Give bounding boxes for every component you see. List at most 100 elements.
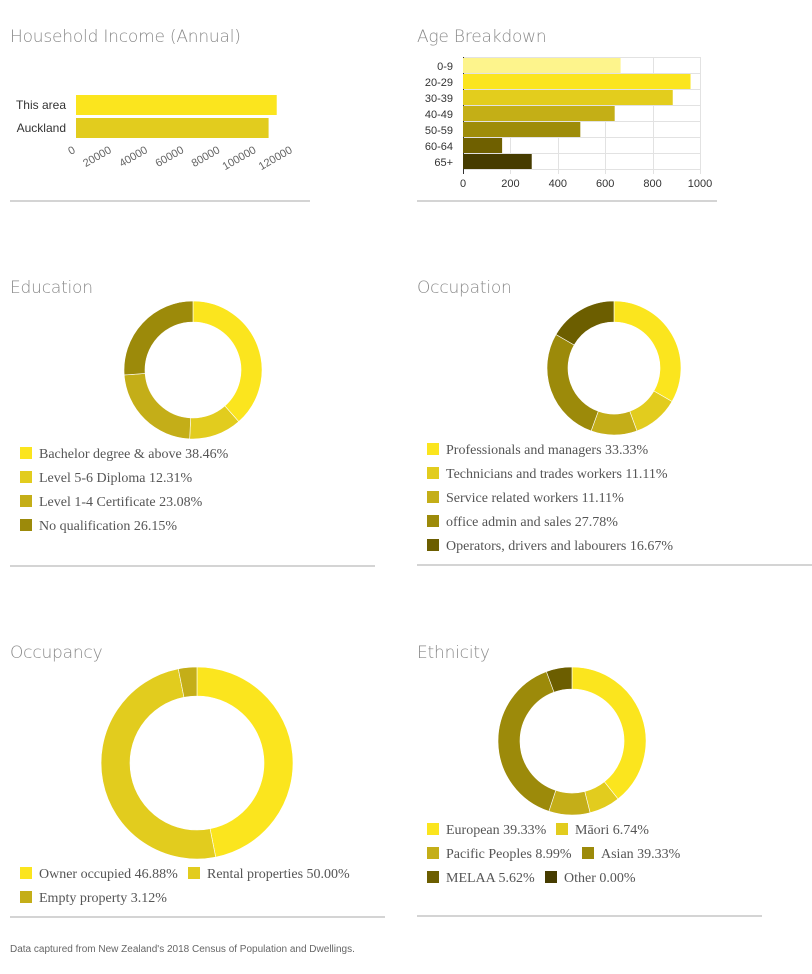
legend-swatch bbox=[20, 867, 32, 879]
ethnicity-donut bbox=[497, 666, 647, 816]
age-category-label: 65+ bbox=[434, 157, 453, 169]
legend-swatch bbox=[427, 539, 439, 551]
education-slice bbox=[123, 300, 194, 376]
legend-swatch bbox=[427, 443, 439, 455]
legend-swatch bbox=[556, 823, 568, 835]
footnote: Data captured from New Zealand's 2018 Ce… bbox=[10, 944, 355, 955]
ethnicity-title: Ethnicity bbox=[417, 643, 490, 663]
occupancy-slice bbox=[100, 668, 217, 860]
legend-label: Rental properties 50.00% bbox=[207, 867, 350, 882]
legend-swatch bbox=[20, 471, 32, 483]
age-bar bbox=[463, 154, 532, 169]
legend-label: Operators, drivers and labourers 16.67% bbox=[446, 539, 674, 554]
legend-swatch bbox=[545, 871, 557, 883]
age-category-label: 50-59 bbox=[425, 125, 453, 137]
legend-label: MELAA 5.62% bbox=[446, 871, 535, 886]
education-donut bbox=[123, 300, 263, 440]
age-bar bbox=[463, 138, 503, 153]
occupancy-legend-item: Empty property 3.12% bbox=[20, 891, 167, 907]
legend-swatch bbox=[427, 491, 439, 503]
legend-label: Empty property 3.12% bbox=[39, 891, 167, 906]
legend-swatch bbox=[427, 871, 439, 883]
ethnicity-legend-item: Māori 6.74% bbox=[556, 823, 649, 839]
legend-label: Owner occupied 46.88% bbox=[39, 867, 178, 882]
occupation-divider bbox=[417, 564, 812, 566]
ethnicity-legend-item: Other 0.00% bbox=[545, 871, 636, 887]
income-divider bbox=[10, 200, 310, 202]
legend-swatch bbox=[582, 847, 594, 859]
occupation-slice bbox=[555, 300, 615, 346]
ethnicity-legend-item: Pacific Peoples 8.99% bbox=[427, 847, 572, 863]
occupation-donut bbox=[546, 300, 682, 436]
legend-label: No qualification 26.15% bbox=[39, 519, 178, 534]
income-category-label: This area bbox=[16, 98, 66, 112]
age-bar bbox=[463, 122, 581, 137]
income-category-label: Auckland bbox=[17, 121, 66, 135]
legend-label: Other 0.00% bbox=[564, 871, 636, 886]
ethnicity-slice bbox=[497, 671, 557, 812]
ethnicity-legend-item: MELAA 5.62% bbox=[427, 871, 535, 887]
age-bar bbox=[463, 74, 691, 89]
legend-label: office admin and sales 27.78% bbox=[446, 515, 618, 530]
legend-swatch bbox=[427, 823, 439, 835]
occupancy-slice bbox=[177, 666, 198, 698]
age-category-label: 40-49 bbox=[425, 109, 453, 121]
occupation-legend-item: Technicians and trades workers 11.11% bbox=[427, 467, 668, 483]
age-tick-label: 600 bbox=[596, 178, 614, 190]
education-legend-item: Bachelor degree & above 38.46% bbox=[20, 447, 228, 463]
occupancy-slice bbox=[196, 666, 294, 858]
age-tick-label: 400 bbox=[549, 178, 567, 190]
age-category-label: 20-29 bbox=[425, 77, 453, 89]
legend-swatch bbox=[427, 515, 439, 527]
income-title: Household Income (Annual) bbox=[10, 27, 241, 47]
occupancy-donut bbox=[100, 666, 294, 860]
legend-swatch bbox=[188, 867, 200, 879]
occupation-legend-item: Service related workers 11.11% bbox=[427, 491, 624, 507]
legend-label: Asian 39.33% bbox=[601, 847, 681, 862]
ethnicity-slice bbox=[546, 666, 573, 693]
ethnicity-divider bbox=[417, 915, 762, 917]
age-tick-label: 200 bbox=[501, 178, 519, 190]
age-category-label: 60-64 bbox=[425, 141, 453, 153]
legend-swatch bbox=[20, 495, 32, 507]
ethnicity-slice bbox=[548, 790, 591, 816]
education-divider bbox=[10, 565, 375, 567]
ethnicity-legend-item: European 39.33% bbox=[427, 823, 546, 839]
income-bar bbox=[76, 118, 269, 138]
legend-label: Pacific Peoples 8.99% bbox=[446, 847, 572, 862]
age-title: Age Breakdown bbox=[417, 27, 547, 47]
occupancy-legend-item: Owner occupied 46.88% bbox=[20, 867, 178, 883]
occupation-legend-item: Professionals and managers 33.33% bbox=[427, 443, 648, 459]
ethnicity-slice bbox=[571, 666, 647, 800]
legend-label: Level 5-6 Diploma 12.31% bbox=[39, 471, 193, 486]
occupancy-title: Occupancy bbox=[10, 643, 103, 663]
legend-label: Service related workers 11.11% bbox=[446, 491, 624, 506]
education-legend-item: Level 1-4 Certificate 23.08% bbox=[20, 495, 202, 511]
occupation-legend-item: office admin and sales 27.78% bbox=[427, 515, 618, 531]
occupation-title: Occupation bbox=[417, 278, 512, 298]
age-chart: 0 200 400 600 800 1000 0-9 20-29 30-39 40-49 50-59… bbox=[425, 57, 712, 190]
occupation-legend-item: Operators, drivers and labourers 16.67% bbox=[427, 539, 673, 555]
income-bar bbox=[76, 95, 277, 115]
income-tick-label: 0 bbox=[66, 144, 77, 157]
legend-label: Bachelor degree & above 38.46% bbox=[39, 447, 229, 462]
occupancy-legend-item: Rental properties 50.00% bbox=[188, 867, 350, 883]
age-divider bbox=[417, 200, 717, 202]
occupancy-divider bbox=[10, 916, 385, 918]
legend-swatch bbox=[20, 891, 32, 903]
legend-label: Technicians and trades workers 11.11% bbox=[446, 467, 668, 482]
legend-swatch bbox=[20, 447, 32, 459]
education-legend-item: No qualification 26.15% bbox=[20, 519, 177, 535]
age-tick-label: 0 bbox=[460, 178, 466, 190]
age-bar bbox=[463, 106, 615, 121]
age-category-label: 30-39 bbox=[425, 93, 453, 105]
age-tick-label: 1000 bbox=[688, 178, 712, 190]
age-bar bbox=[463, 58, 621, 73]
legend-label: Māori 6.74% bbox=[575, 823, 649, 838]
legend-swatch bbox=[427, 847, 439, 859]
age-category-label: 0-9 bbox=[437, 61, 453, 73]
legend-swatch bbox=[20, 519, 32, 531]
legend-label: Level 1-4 Certificate 23.08% bbox=[39, 495, 203, 510]
age-tick-label: 800 bbox=[643, 178, 661, 190]
